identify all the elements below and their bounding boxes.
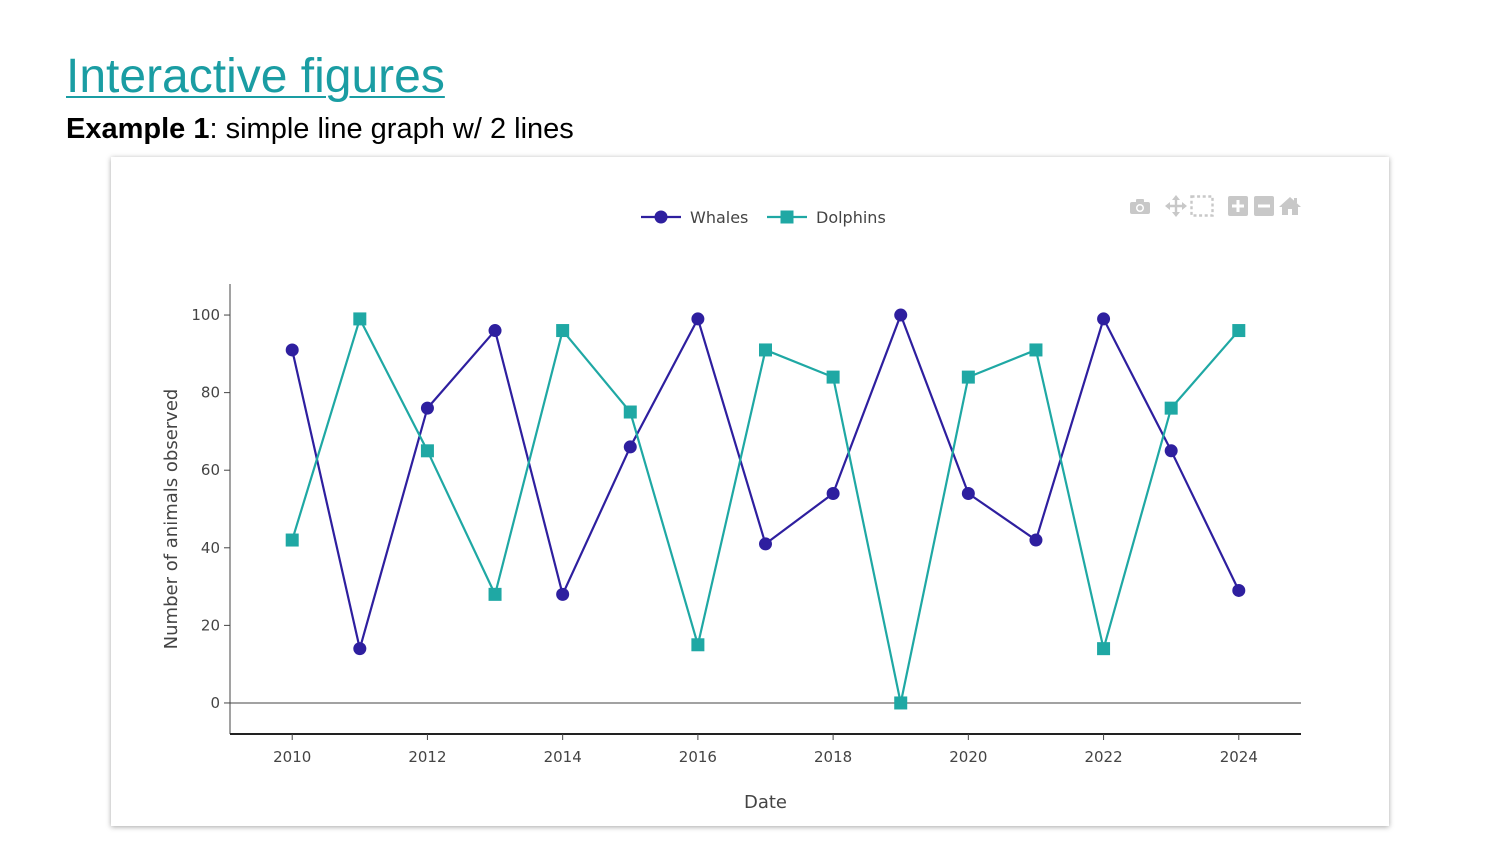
chart-card: 0 20 40 60 80 100 2010 2012 2014 2016 2018 2020 2022…: [111, 157, 1389, 826]
whales-point: [556, 587, 570, 601]
x-tick-label: 2018: [814, 748, 852, 766]
whales-point: [1097, 312, 1111, 326]
dolphins-point: [285, 533, 299, 547]
subtitle-rest: : simple line graph w/ 2 lines: [209, 113, 574, 145]
dolphins-point: [556, 324, 570, 338]
dolphins-point: [353, 312, 367, 326]
y-tick-label: 20: [201, 616, 220, 634]
dolphins-point: [1029, 343, 1043, 357]
x-tick-label: 2016: [679, 748, 717, 766]
legend: Whales Dolphins: [641, 208, 886, 227]
zoom-out-icon[interactable]: [1251, 193, 1277, 219]
camera-icon[interactable]: [1127, 193, 1153, 219]
x-tick-label: 2014: [544, 748, 582, 766]
line-chart[interactable]: 0 20 40 60 80 100 2010 2012 2014 2016 2018 2020 2022…: [111, 157, 1389, 826]
dolphins-point: [759, 343, 772, 357]
y-tick-label: 0: [210, 694, 220, 712]
box-select-icon[interactable]: [1189, 193, 1215, 219]
legend-marker-square: [780, 210, 794, 224]
series-whales: [285, 308, 1246, 656]
whales-point: [691, 312, 705, 326]
series-dolphins: [285, 312, 1246, 710]
legend-label: Whales: [690, 208, 748, 227]
y-tick-label: 100: [191, 306, 220, 324]
dolphins-point: [623, 405, 637, 419]
legend-item-whales[interactable]: Whales: [641, 208, 748, 227]
whales-line: [291, 313, 1240, 650]
slide-title-link[interactable]: Interactive figures: [66, 50, 445, 103]
x-tick-label: 2012: [408, 748, 446, 766]
dolphins-point: [691, 638, 705, 652]
legend-marker-circle: [654, 210, 668, 224]
legend-item-dolphins[interactable]: Dolphins: [767, 208, 886, 227]
whales-point: [285, 343, 299, 357]
pan-icon[interactable]: [1163, 193, 1189, 219]
whales-point: [353, 642, 367, 656]
legend-label: Dolphins: [816, 208, 886, 227]
dolphins-point: [961, 370, 975, 384]
zoom-in-icon[interactable]: [1225, 193, 1251, 219]
dolphins-point: [826, 370, 840, 384]
dolphins-point: [488, 587, 502, 601]
dolphins-point: [894, 696, 908, 710]
y-tick-label: 40: [201, 539, 220, 557]
x-tick-label: 2020: [949, 748, 987, 766]
dolphins-point: [420, 444, 434, 458]
whales-point: [826, 486, 840, 500]
y-tick-label: 80: [201, 384, 220, 402]
y-tick-label: 60: [201, 461, 220, 479]
whales-point: [623, 440, 637, 454]
dolphins-line: [291, 317, 1240, 705]
whales-point: [420, 401, 434, 415]
x-tick-label: 2022: [1084, 748, 1122, 766]
dolphins-point: [1232, 324, 1246, 338]
x-axis-title: Date: [744, 792, 787, 813]
whales-point: [961, 486, 975, 500]
dolphins-point: [1164, 401, 1178, 415]
slide-subtitle: Example 1: simple line graph w/ 2 lines: [66, 112, 574, 146]
whales-point: [1164, 444, 1178, 458]
x-tick-label: 2024: [1220, 748, 1258, 766]
y-axis-title: Number of animals observed: [161, 389, 182, 650]
whales-point: [894, 308, 908, 322]
dolphins-point: [1097, 642, 1111, 656]
reset-axes-home-icon[interactable]: [1277, 193, 1303, 219]
x-tick-label: 2010: [273, 748, 311, 766]
subtitle-bold: Example 1: [66, 113, 210, 145]
whales-point: [759, 537, 772, 551]
modebar: [1127, 193, 1303, 219]
whales-point: [488, 324, 502, 338]
whales-point: [1232, 583, 1246, 597]
whales-point: [1029, 533, 1043, 547]
